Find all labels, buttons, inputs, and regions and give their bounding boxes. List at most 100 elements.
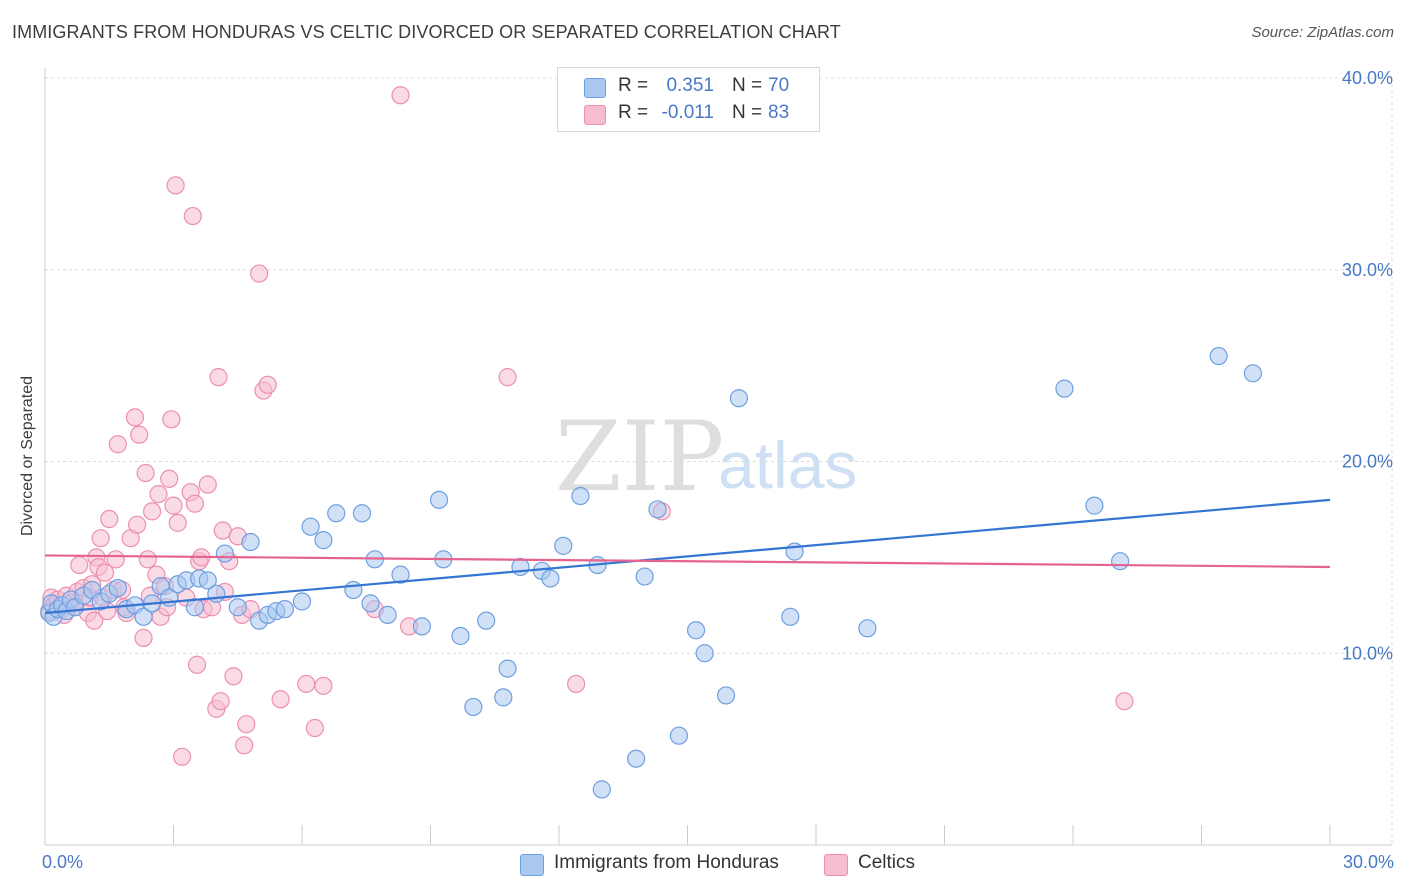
y-tick-label: 10.0% xyxy=(1342,643,1393,663)
celtics-point xyxy=(183,206,202,226)
celtics-point xyxy=(166,176,185,195)
celtics-point xyxy=(160,469,179,488)
celtics-point xyxy=(149,484,168,504)
trend-lines xyxy=(44,498,1331,615)
r-value: -0.011 xyxy=(661,102,714,123)
honduras-point xyxy=(571,486,590,506)
honduras-point xyxy=(391,565,410,584)
honduras-point xyxy=(669,726,689,745)
celtics-point xyxy=(297,674,316,694)
honduras-points xyxy=(40,346,1263,799)
r-label: R = xyxy=(618,75,649,96)
legend-label-celtics: Celtics xyxy=(858,852,916,873)
y-tick-labels: 10.0% 20.0% 30.0% 40.0% xyxy=(1342,68,1393,663)
honduras-point xyxy=(858,619,877,638)
r-value: 0.351 xyxy=(666,75,714,96)
honduras-point xyxy=(412,617,432,636)
y-tick-label: 20.0% xyxy=(1342,452,1393,472)
honduras-point xyxy=(635,567,654,586)
honduras-point xyxy=(541,569,560,588)
n-value: 83 xyxy=(768,102,790,123)
r-label: R = xyxy=(618,102,649,123)
celtics-point xyxy=(1115,692,1134,711)
honduras-point xyxy=(352,504,372,523)
honduras-point xyxy=(1055,379,1074,398)
honduras-point xyxy=(464,697,483,717)
celtics-point xyxy=(162,410,181,429)
celtics-point xyxy=(168,513,187,532)
n-label: N = xyxy=(732,102,763,123)
watermark-atlas: atlas xyxy=(718,428,857,502)
honduras-point xyxy=(215,544,234,563)
celtics-point xyxy=(211,692,230,711)
celtics-point xyxy=(567,674,586,694)
celtics-point xyxy=(314,676,333,695)
celtics-point xyxy=(271,690,290,709)
honduras-point xyxy=(275,600,294,619)
honduras-point xyxy=(1209,346,1228,366)
celtics-point xyxy=(209,368,228,387)
celtics-point xyxy=(100,509,119,529)
honduras-point xyxy=(511,557,530,577)
celtics-point xyxy=(130,425,149,444)
celtics-point xyxy=(187,655,207,674)
honduras-point xyxy=(686,621,706,640)
honduras-point xyxy=(648,500,667,519)
celtics-point xyxy=(95,563,115,582)
celtics-point xyxy=(391,86,410,105)
honduras-point xyxy=(134,607,153,626)
celtics-legend-swatch xyxy=(824,854,848,876)
celtics-point xyxy=(224,667,243,686)
chart-title: IMMIGRANTS FROM HONDURAS VS CELTIC DIVOR… xyxy=(12,22,841,42)
honduras-point xyxy=(494,688,513,707)
celtics-point xyxy=(125,408,145,427)
celtics-point xyxy=(164,496,183,515)
honduras-point xyxy=(626,749,646,768)
celtics-point xyxy=(185,494,205,513)
stats-legend-row-honduras: R = 0.351 N = 70 xyxy=(558,73,819,101)
celtics-point xyxy=(172,747,192,766)
honduras-point xyxy=(207,584,226,603)
celtics-point xyxy=(134,628,153,648)
honduras-point xyxy=(292,592,312,611)
honduras-point xyxy=(592,780,611,799)
celtics-point xyxy=(250,264,269,283)
legend-label-honduras: Immigrants from Honduras xyxy=(554,852,779,873)
honduras-point xyxy=(108,578,127,598)
celtics-point xyxy=(106,550,125,569)
honduras-point xyxy=(729,389,749,408)
x-tick-label-max: 30.0% xyxy=(1342,852,1394,872)
honduras-legend-swatch xyxy=(520,854,544,876)
honduras-point xyxy=(301,517,320,536)
celtics-point xyxy=(237,715,256,734)
celtics-point xyxy=(142,502,162,521)
celtics-point xyxy=(85,611,104,630)
honduras-point xyxy=(314,531,333,550)
celtics-point xyxy=(108,435,127,454)
stats-legend-row-celtics: R = -0.011 N = 83 xyxy=(558,100,819,128)
honduras-point xyxy=(781,607,800,626)
celtics-point xyxy=(198,475,217,494)
celtics-point xyxy=(498,368,517,387)
honduras-point xyxy=(451,626,470,646)
series-legend: Immigrants from Honduras Celtics xyxy=(0,852,1406,878)
honduras-point xyxy=(361,594,380,613)
honduras-point xyxy=(695,644,714,663)
honduras-point xyxy=(429,490,449,509)
stats-legend: R = 0.351 N = 70 R = -0.011 N = 83 xyxy=(557,67,820,132)
honduras-point xyxy=(241,532,260,552)
celtics-point xyxy=(70,555,89,575)
celtics-point xyxy=(258,375,277,394)
honduras-point xyxy=(477,611,496,630)
axes xyxy=(44,68,1392,846)
honduras-point xyxy=(327,504,346,523)
honduras-point xyxy=(1111,552,1130,571)
celtics-point xyxy=(127,515,147,534)
honduras-trend-line xyxy=(44,498,1331,615)
honduras-point xyxy=(1243,364,1263,383)
zipatlas-watermark: ZIP atlas xyxy=(555,401,857,513)
celtics-trend-line xyxy=(44,554,1331,569)
honduras-point xyxy=(344,580,363,600)
celtics-swatch xyxy=(584,105,606,125)
